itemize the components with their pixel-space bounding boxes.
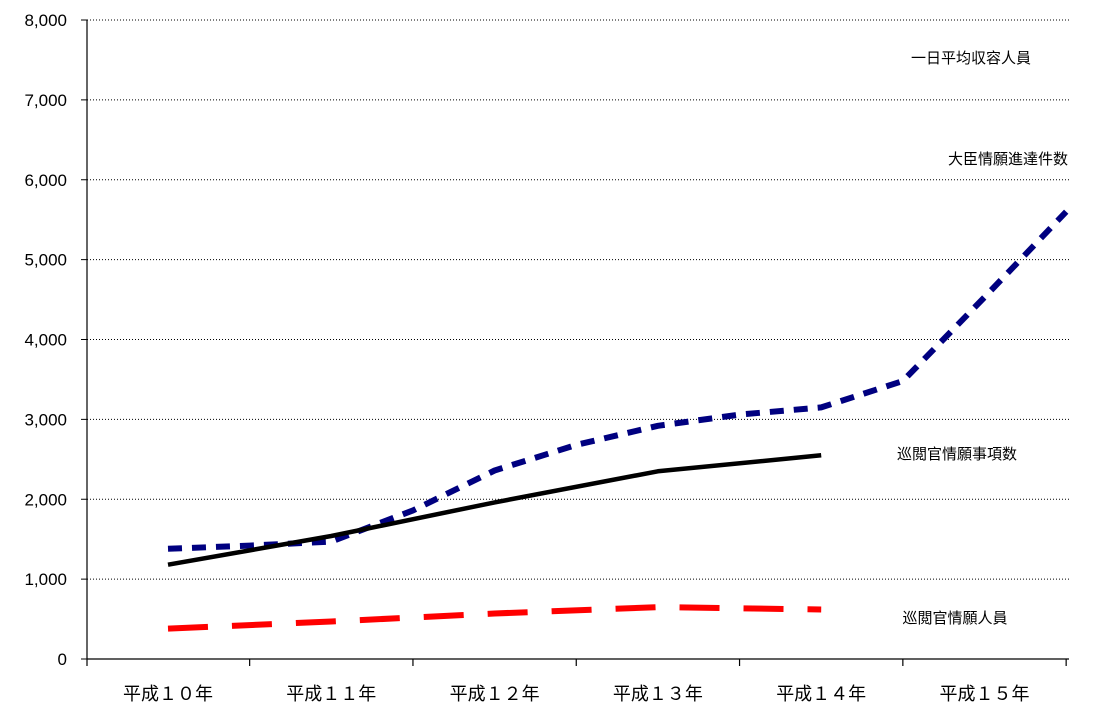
y-tick-label: 3,000 — [24, 410, 67, 429]
series-label-minister-petitions: 大臣情願進達件数 — [948, 150, 1068, 168]
y-tick-label: 1,000 — [24, 570, 67, 589]
x-category-label: 平成１４年 — [776, 684, 866, 705]
y-tick-label: 0 — [58, 650, 67, 669]
series-line-2 — [167, 604, 822, 632]
series-label-inspector-petition-persons: 巡閲官情願人員 — [902, 609, 1007, 627]
x-axis-ticks: 平成１０年 平成１１年 平成１２年 平成１３年 平成１４年 平成１５年 — [86, 659, 1067, 705]
x-category-label: 平成１３年 — [613, 684, 703, 705]
series-label-daily-average-inmates: 一日平均収容人員 — [911, 49, 1031, 67]
y-tick-label: 7,000 — [24, 91, 67, 110]
x-category-label: 平成１０年 — [123, 684, 213, 705]
series-line-0 — [167, 209, 1069, 552]
x-category-label: 平成１２年 — [450, 684, 540, 705]
series-label-inspector-petition-items: 巡閲官情願事項数 — [897, 445, 1017, 463]
y-tick-label: 6,000 — [24, 171, 67, 190]
gridlines — [87, 19, 1069, 580]
x-category-label: 平成１１年 — [286, 684, 376, 705]
series-line-1 — [167, 453, 822, 567]
y-tick-label: 5,000 — [24, 251, 67, 270]
series-labels: 一日平均収容人員 大臣情願進達件数 巡閲官情願事項数 巡閲官情願人員 — [897, 49, 1068, 627]
series-lines — [167, 209, 1069, 632]
y-tick-label: 8,000 — [24, 11, 67, 30]
y-axis-ticks: 0 1,000 2,000 3,000 4,000 5,000 6,000 7,000 8,00… — [24, 11, 87, 669]
y-tick-label: 2,000 — [24, 490, 67, 509]
x-category-label: 平成１５年 — [940, 684, 1030, 705]
y-tick-label: 4,000 — [24, 331, 67, 350]
